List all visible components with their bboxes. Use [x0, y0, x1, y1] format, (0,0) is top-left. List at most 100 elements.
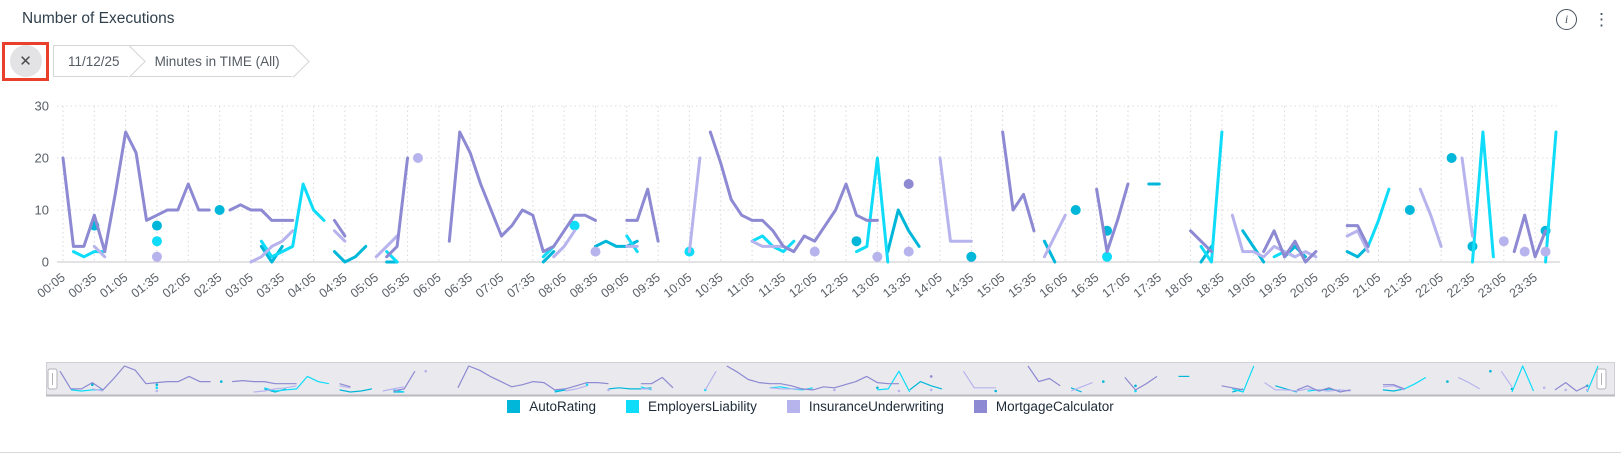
navigator-line-MortgageCalculator	[726, 365, 899, 391]
navigator-line-InsuranceUnderwriting	[1457, 376, 1481, 390]
navigator-line-AutoRating	[1070, 387, 1082, 393]
legend-label: AutoRating	[529, 399, 597, 414]
data-line-AutoRating	[886, 208, 921, 254]
chart-legend: AutoRating EmployersLiability InsuranceUnd…	[0, 399, 1621, 414]
x-axis-label: 09:05	[598, 270, 631, 300]
breadcrumb: 11/12/25 Minutes in TIME (All)	[53, 45, 294, 77]
navigator-line-InsuranceUnderwriting	[253, 385, 297, 393]
filter-close-button[interactable]: ✕	[9, 45, 42, 77]
navigator-line-InsuranceUnderwriting	[92, 388, 104, 392]
data-line-AutoRating	[1042, 239, 1057, 264]
navigator-line-MortgageCalculator	[640, 376, 674, 389]
x-axis-label: 10:05	[661, 270, 694, 300]
data-line-InsuranceUnderwriting	[1042, 213, 1067, 259]
data-point-InsuranceUnderwriting	[1540, 246, 1551, 257]
x-axis-label: 13:35	[880, 270, 913, 300]
data-line-InsuranceUnderwriting	[1418, 187, 1443, 248]
navigator-line-MortgageCalculator	[457, 365, 609, 391]
breadcrumb-item-minutes[interactable]: Minutes in TIME (All)	[129, 45, 294, 77]
x-axis-label: 08:35	[567, 270, 600, 300]
x-axis-label: 01:35	[129, 270, 162, 300]
navigator-line-AutoRating	[339, 388, 373, 393]
navigator-line-InsuranceUnderwriting	[962, 370, 996, 389]
x-axis-label: 01:05	[97, 270, 130, 300]
data-line-InsuranceUnderwriting	[552, 229, 577, 259]
data-line-MortgageCalculator	[61, 130, 211, 254]
close-icon: ✕	[19, 53, 32, 70]
legend-item-EmployersLiability[interactable]: EmployersLiability	[626, 399, 757, 414]
data-line-AutoRating	[1241, 229, 1266, 264]
info-icon[interactable]: i	[1556, 9, 1577, 30]
data-point-InsuranceUnderwriting	[151, 251, 162, 262]
line-chart: 00:0500:3501:0501:3502:0502:3503:0503:35…	[35, 99, 1560, 301]
data-line-MortgageCalculator	[708, 130, 879, 254]
x-axis-label: 21:05	[1350, 270, 1383, 300]
x-axis-label: 02:05	[160, 270, 193, 300]
data-point-EmployersLiability	[151, 236, 162, 247]
x-axis-label: 22:05	[1413, 270, 1446, 300]
data-line-InsuranceUnderwriting	[687, 156, 702, 254]
x-axis-label: 05:35	[379, 270, 412, 300]
x-axis-label: 16:35	[1068, 270, 1101, 300]
data-line-AutoRating	[332, 244, 368, 264]
navigator-line-MortgageCalculator	[339, 383, 351, 388]
data-point-InsuranceUnderwriting	[1519, 246, 1530, 257]
data-line-InsuranceUnderwriting	[374, 234, 399, 259]
x-axis-label: 22:35	[1444, 270, 1477, 300]
x-axis-label: 23:05	[1475, 270, 1508, 300]
data-line-InsuranceUnderwriting	[332, 229, 347, 243]
data-point-AutoRating	[1404, 205, 1415, 215]
x-axis-label: 11:05	[724, 270, 757, 300]
data-line-AutoRating	[541, 250, 556, 264]
legend-swatch	[786, 400, 800, 413]
x-axis-label: 19:05	[1225, 270, 1258, 300]
navigator-line-MortgageCalculator	[232, 380, 297, 385]
data-point-AutoRating	[151, 220, 162, 231]
navigator-line-MortgageCalculator	[1221, 385, 1244, 391]
x-axis-label: 07:35	[504, 270, 537, 300]
navigator-line-EmployersLiability	[877, 370, 911, 393]
y-axis-label: 20	[35, 151, 49, 166]
x-axis-label: 15:05	[974, 270, 1007, 300]
navigator-line-EmployersLiability	[1511, 365, 1535, 393]
panel-toolbar: i ⋮	[1556, 9, 1610, 30]
data-line-MortgageCalculator	[1095, 182, 1130, 254]
navigator-line-MortgageCalculator	[1382, 384, 1405, 390]
data-point-AutoRating	[851, 236, 862, 247]
x-axis-label: 18:35	[1193, 270, 1226, 300]
data-point-AutoRating	[1446, 153, 1457, 163]
legend-swatch	[973, 400, 987, 413]
navigator-line-MortgageCalculator	[1124, 375, 1158, 391]
data-line-EmployersLiability	[1366, 187, 1391, 248]
navigator-line-MortgageCalculator	[1027, 365, 1061, 387]
data-line-EmployersLiability	[1544, 130, 1558, 264]
navigator-line-InsuranceUnderwriting	[339, 385, 351, 389]
legend-item-AutoRating[interactable]: AutoRating	[507, 399, 596, 414]
data-point-InsuranceUnderwriting	[809, 246, 820, 257]
data-line-InsuranceUnderwriting	[1460, 156, 1474, 238]
legend-item-MortgageCalculator[interactable]: MortgageCalculator	[973, 399, 1114, 414]
x-axis-label: 00:05	[35, 270, 68, 300]
legend-label: InsuranceUnderwriting	[808, 399, 944, 414]
x-axis-label: 07:05	[473, 270, 506, 300]
data-line-InsuranceUnderwriting	[249, 229, 295, 264]
x-axis-label: 03:35	[254, 270, 287, 300]
navigator-line-EmployersLiability	[1232, 365, 1255, 393]
x-axis-label: 23:35	[1507, 270, 1540, 300]
data-line-EmployersLiability	[1470, 130, 1495, 264]
data-line-InsuranceUnderwriting	[1345, 229, 1370, 254]
x-axis-label: 14:05	[912, 270, 945, 300]
x-axis-label: 03:05	[223, 270, 256, 300]
breadcrumb-item-date[interactable]: 11/12/25	[53, 45, 130, 77]
navigator-line-MortgageCalculator	[59, 365, 211, 391]
legend-item-InsuranceUnderwriting[interactable]: InsuranceUnderwriting	[786, 399, 944, 414]
navigator-line-AutoRating	[1382, 388, 1405, 392]
navigator-line-InsuranceUnderwriting	[382, 386, 405, 392]
data-line-MortgageCalculator	[1262, 229, 1318, 264]
legend-swatch	[626, 400, 640, 413]
x-axis-label: 08:05	[536, 270, 569, 300]
data-line-MortgageCalculator	[332, 218, 347, 238]
chart-navigator-scrollbar[interactable]	[46, 362, 1616, 397]
kebab-menu-icon[interactable]: ⋮	[1593, 10, 1610, 29]
